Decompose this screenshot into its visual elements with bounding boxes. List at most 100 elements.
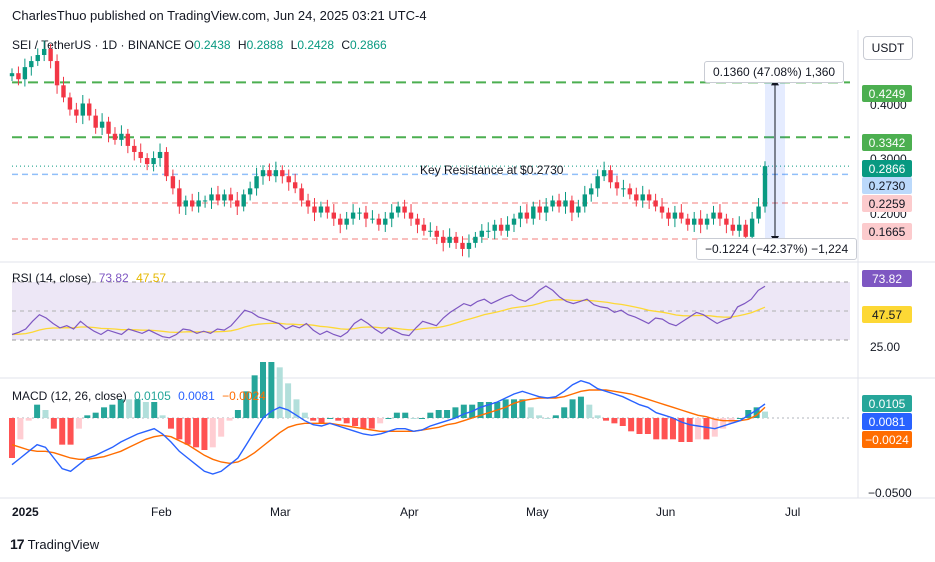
macd-histogram-bar — [519, 399, 526, 418]
macd-histogram-bar — [243, 391, 250, 418]
close-label: C — [341, 38, 351, 52]
macd-histogram-bar — [552, 415, 559, 418]
signal-tag: 0.0081 — [862, 413, 912, 430]
candle-body — [524, 212, 530, 219]
high-label: H — [237, 38, 247, 52]
candle-body — [331, 212, 336, 219]
candle-body — [556, 200, 562, 207]
candle-body — [518, 212, 523, 219]
candle-body — [344, 218, 349, 225]
macd-histogram-bar — [427, 412, 434, 418]
candle-body — [132, 145, 137, 152]
candle-body — [704, 218, 710, 225]
candle-body — [389, 212, 394, 219]
candle-body — [421, 224, 427, 231]
measure-up-box: 0.1360 (47.08%) 1,360 — [704, 61, 845, 83]
candle-body — [125, 133, 131, 146]
macd-histogram-bar — [285, 383, 292, 418]
candle-body — [743, 224, 748, 237]
level-tag-02259: 0.2259 — [862, 195, 912, 212]
low-value: 0.2428 — [297, 38, 335, 52]
symbol-name[interactable]: SEI / TetherUS · 1D · BINANCE — [12, 38, 182, 52]
candle-body — [666, 212, 671, 219]
macd-histogram-bar — [485, 402, 492, 418]
candle-body — [505, 224, 510, 231]
last-price-tag: 0.2866 — [862, 160, 912, 177]
macd-histogram-bar — [9, 418, 15, 458]
candle-body — [466, 242, 472, 249]
candle-body — [679, 212, 684, 219]
candle-body — [16, 73, 21, 80]
macd-histogram-bar — [251, 375, 258, 418]
close-value: 0.2866 — [350, 38, 387, 52]
candle-body — [608, 170, 613, 183]
macd-legend-name[interactable]: MACD (12, 26, close) — [12, 389, 127, 403]
macd-histogram-bar — [753, 407, 760, 418]
candle-body — [692, 218, 697, 225]
rsi-tag: 73.82 — [862, 270, 912, 287]
candle-body — [614, 182, 620, 189]
candle-body — [106, 121, 111, 134]
macd-histogram-bar — [669, 418, 676, 440]
macd-histogram-bar — [67, 418, 74, 445]
candle-body — [235, 200, 240, 207]
macd-histogram-bar — [209, 418, 216, 448]
candle-body — [634, 194, 639, 201]
macd-axis-label: −0.0500 — [868, 486, 912, 500]
macd-histogram-bar — [569, 399, 576, 418]
candle-body — [408, 212, 414, 219]
level-tag-02730: 0.2730 — [862, 177, 912, 194]
candle-body — [756, 206, 761, 219]
time-label-may: May — [526, 505, 549, 519]
candle-body — [247, 188, 253, 195]
macd-histogram-bar — [611, 418, 618, 424]
macd-histogram-bar — [686, 418, 693, 442]
candle-body — [640, 194, 645, 201]
candle-body — [415, 218, 420, 225]
candle-body — [537, 206, 542, 213]
level-tag-03342: 0.3342 — [862, 134, 912, 151]
rsi-axis-25: 25.00 — [870, 340, 901, 354]
candle-body — [563, 200, 568, 207]
candle-body — [151, 158, 156, 165]
macd-histogram-bar — [695, 418, 702, 440]
macd-histogram-bar — [393, 412, 400, 418]
macd-histogram-bar — [352, 418, 359, 426]
macd-histogram-bar — [418, 418, 425, 419]
macd-histogram-bar — [293, 399, 300, 418]
candle-body — [305, 200, 311, 207]
candle-body — [737, 224, 742, 231]
symbol-info: SEI / TetherUS · 1D · BINANCE O0.2438 H0… — [12, 38, 391, 52]
candle-body — [286, 176, 291, 183]
footer-brand[interactable]: TradingView — [27, 536, 100, 552]
macd-histogram-bar — [75, 418, 82, 429]
macd-histogram-bar — [452, 407, 459, 418]
macd-histogram-bar — [126, 399, 133, 418]
macd-histogram-bar — [301, 412, 308, 418]
macd-histogram-bar — [318, 418, 325, 424]
candle-body — [370, 218, 375, 220]
candle-body — [460, 242, 465, 249]
candle-body — [138, 151, 143, 159]
candle-body — [447, 236, 452, 243]
macd-histogram-bar — [201, 418, 208, 450]
candle-body — [627, 188, 633, 195]
open-value: 0.2438 — [193, 38, 231, 52]
candle-body — [292, 182, 298, 189]
candle-body — [67, 97, 73, 110]
macd-histogram-bar — [335, 418, 342, 421]
candle-body — [357, 212, 362, 214]
candle-body — [35, 55, 40, 62]
rsi-legend-name[interactable]: RSI (14, close) — [12, 271, 92, 285]
candle-body — [157, 151, 163, 159]
time-label-apr: Apr — [400, 505, 419, 519]
candle-body — [202, 200, 208, 202]
macd-histogram-bar — [151, 402, 158, 418]
currency-button[interactable]: USDT — [863, 36, 913, 60]
candle-body — [434, 230, 439, 237]
macd-histogram-bar — [561, 407, 568, 418]
candle-body — [183, 200, 188, 207]
macd-histogram-bar — [59, 418, 66, 445]
candle-body — [318, 206, 324, 213]
